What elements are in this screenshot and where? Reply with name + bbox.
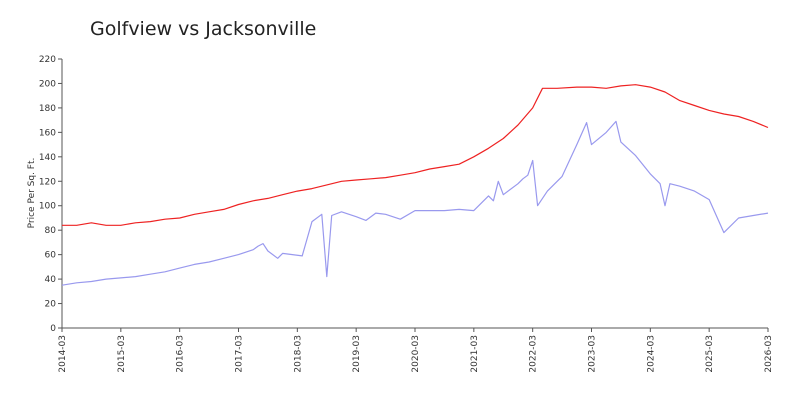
x-tick-label: 2024-03 [646,335,656,373]
series-layer [61,84,769,286]
y-tick-label: 180 [39,104,56,114]
x-tick-label: 2020-03 [411,335,421,373]
y-tick-label: 100 [39,202,56,212]
x-tick-label: 2017-03 [235,335,245,373]
x-tick-label: 2015-03 [117,335,127,373]
series-line-1 [62,84,769,226]
y-tick-label: 200 [39,79,56,89]
x-tick-label: 2022-03 [529,335,539,373]
series-line-2 [61,120,769,286]
y-tick-label: 220 [39,55,56,65]
x-tick-label: 2026-03 [764,335,774,373]
x-tick-label: 2021-03 [470,335,480,373]
y-axis: 0 20 40 60 80 100 120 140 160 180 200 220 [39,55,63,334]
y-tick-label: 0 [50,324,56,334]
x-tick-label: 2018-03 [293,335,303,373]
y-axis-title: Price Per Sq. Ft. [27,158,37,229]
x-tick-label: 2016-03 [176,335,186,373]
y-tick-label: 80 [45,226,57,236]
x-axis: 2014-03 2015-03 2016-03 2017-03 2018-03 2019-… [58,327,774,373]
x-tick-label: 2023-03 [588,335,598,373]
chart-title: Golfview vs Jacksonville [90,18,317,40]
y-tick-label: 160 [39,128,56,138]
x-tick-label: 2014-03 [58,335,68,373]
y-tick-label: 20 [45,300,57,310]
y-tick-label: 140 [39,153,56,163]
x-tick-label: 2019-03 [352,335,362,373]
y-tick-label: 120 [39,177,56,187]
y-tick-label: 40 [45,275,57,285]
y-tick-label: 60 [45,251,57,261]
x-tick-label: 2025-03 [705,335,715,373]
